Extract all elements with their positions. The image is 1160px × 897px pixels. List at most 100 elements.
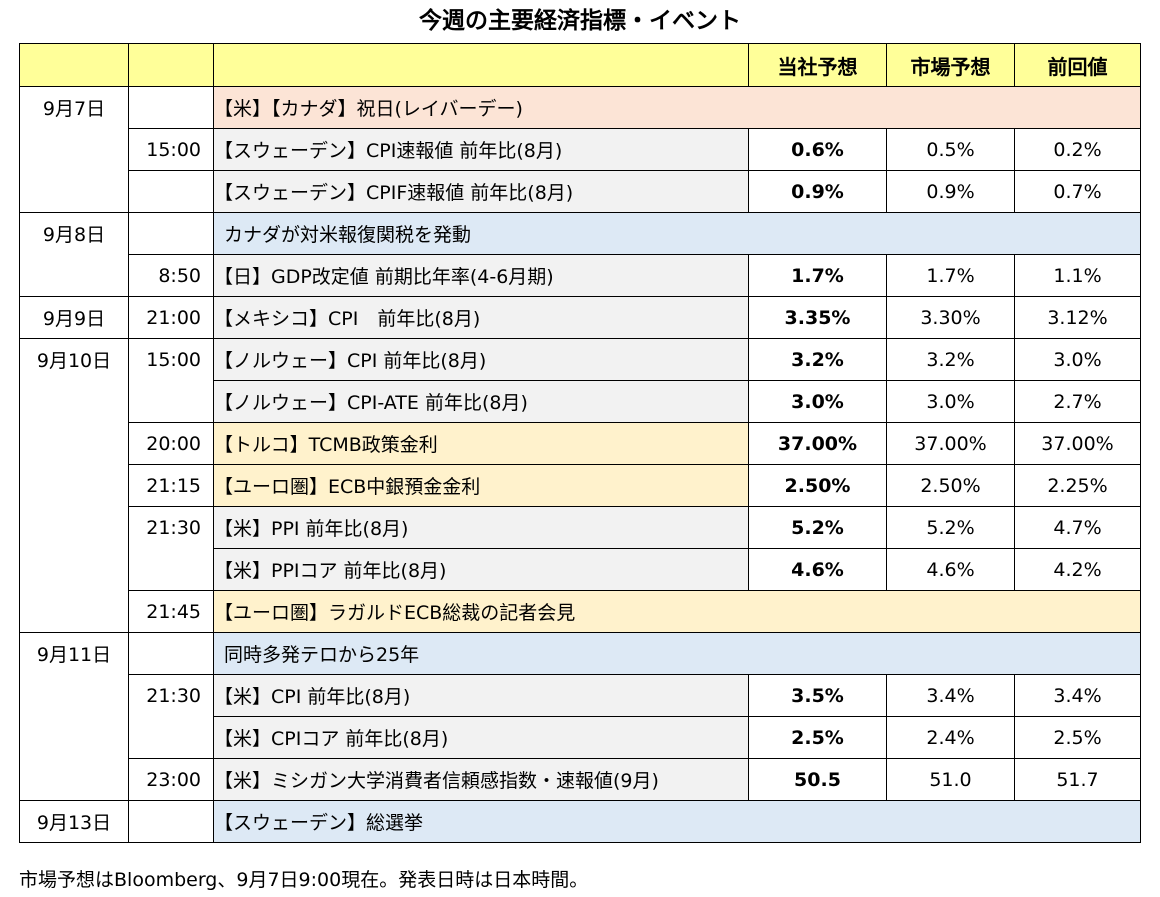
date-cell: 9月7日 bbox=[19, 86, 129, 129]
event-cell: 【日】GDP改定値 前期比年率(4-6月期) bbox=[213, 254, 749, 297]
date-cell bbox=[19, 380, 129, 423]
event-cell: 【米】CPI 前年比(8月) bbox=[213, 674, 749, 717]
previous-cell: 37.00% bbox=[1014, 422, 1141, 465]
consensus-cell: 2.4% bbox=[886, 716, 1015, 759]
previous-cell: 3.12% bbox=[1014, 296, 1141, 339]
forecast-cell: 37.00% bbox=[748, 422, 887, 465]
time-cell: 21:45 bbox=[128, 590, 214, 633]
previous-cell: 0.2% bbox=[1014, 128, 1141, 171]
table-row: 9月10日 15:00 【ノルウェー】CPI 前年比(8月) 3.2% 3.2%… bbox=[19, 338, 1141, 381]
consensus-cell: 4.6% bbox=[886, 548, 1015, 591]
date-cell bbox=[19, 170, 129, 213]
header-date-cell bbox=[19, 43, 129, 87]
consensus-cell: 3.4% bbox=[886, 674, 1015, 717]
table-row: 【スウェーデン】CPIF速報値 前年比(8月) 0.9% 0.9% 0.7% bbox=[19, 170, 1141, 213]
consensus-cell: 0.5% bbox=[886, 128, 1015, 171]
consensus-cell: 51.0 bbox=[886, 758, 1015, 801]
time-cell bbox=[128, 86, 214, 129]
event-cell: 【スウェーデン】総選挙 bbox=[213, 800, 1141, 843]
previous-cell: 4.7% bbox=[1014, 506, 1141, 549]
previous-cell: 2.7% bbox=[1014, 380, 1141, 423]
event-cell: 【トルコ】TCMB政策金利 bbox=[213, 422, 749, 465]
header-forecast: 当社予想 bbox=[748, 43, 887, 87]
time-cell bbox=[128, 800, 214, 843]
footnote: 市場予想はBloomberg、9月7日9:00現在。発表日時は日本時間。 bbox=[19, 869, 589, 891]
time-cell bbox=[128, 170, 214, 213]
event-cell: 【米】CPIコア 前年比(8月) bbox=[213, 716, 749, 759]
table-row: 20:00 【トルコ】TCMB政策金利 37.00% 37.00% 37.00% bbox=[19, 422, 1141, 465]
header-previous: 前回値 bbox=[1014, 43, 1141, 87]
date-cell: 9月10日 bbox=[19, 338, 129, 381]
date-cell bbox=[19, 254, 129, 297]
time-cell bbox=[128, 632, 214, 675]
table-row: 23:00 【米】ミシガン大学消費者信頼感指数・速報値(9月) 50.5 51.… bbox=[19, 758, 1141, 801]
previous-cell: 2.25% bbox=[1014, 464, 1141, 507]
date-cell bbox=[19, 464, 129, 507]
time-cell: 20:00 bbox=[128, 422, 214, 465]
time-cell: 21:15 bbox=[128, 464, 214, 507]
event-cell: 【ノルウェー】CPI-ATE 前年比(8月) bbox=[213, 380, 749, 423]
date-cell bbox=[19, 758, 129, 801]
table-row: 8:50 【日】GDP改定値 前期比年率(4-6月期) 1.7% 1.7% 1.… bbox=[19, 254, 1141, 297]
table-row: 9月11日 同時多発テロから25年 bbox=[19, 632, 1141, 675]
previous-cell: 3.4% bbox=[1014, 674, 1141, 717]
forecast-cell: 3.2% bbox=[748, 338, 887, 381]
time-cell: 21:30 bbox=[128, 674, 214, 717]
time-cell: 21:00 bbox=[128, 296, 214, 339]
event-cell: 【スウェーデン】CPIF速報値 前年比(8月) bbox=[213, 170, 749, 213]
consensus-cell: 1.7% bbox=[886, 254, 1015, 297]
time-cell: 15:00 bbox=[128, 338, 214, 381]
event-cell: 【米】PPI 前年比(8月) bbox=[213, 506, 749, 549]
time-cell: 21:30 bbox=[128, 506, 214, 549]
time-cell bbox=[128, 380, 214, 423]
forecast-cell: 2.50% bbox=[748, 464, 887, 507]
forecast-cell: 2.5% bbox=[748, 716, 887, 759]
time-cell bbox=[128, 548, 214, 591]
consensus-cell: 3.30% bbox=[886, 296, 1015, 339]
date-cell bbox=[19, 548, 129, 591]
date-cell bbox=[19, 716, 129, 759]
table-row: 21:30 【米】CPI 前年比(8月) 3.5% 3.4% 3.4% bbox=[19, 674, 1141, 717]
event-cell: 【ユーロ圏】ECB中銀預金金利 bbox=[213, 464, 749, 507]
consensus-cell: 5.2% bbox=[886, 506, 1015, 549]
header-consensus: 市場予想 bbox=[886, 43, 1015, 87]
previous-cell: 0.7% bbox=[1014, 170, 1141, 213]
forecast-cell: 50.5 bbox=[748, 758, 887, 801]
table-row: 21:15 【ユーロ圏】ECB中銀預金金利 2.50% 2.50% 2.25% bbox=[19, 464, 1141, 507]
event-cell: 同時多発テロから25年 bbox=[213, 632, 1141, 675]
forecast-cell: 0.9% bbox=[748, 170, 887, 213]
date-cell: 9月8日 bbox=[19, 212, 129, 255]
economic-calendar-table: 当社予想 市場予想 前回値 9月7日 【米】【カナダ】祝日(レイバーデー) 15… bbox=[19, 43, 1141, 843]
time-cell: 23:00 bbox=[128, 758, 214, 801]
time-cell bbox=[128, 716, 214, 759]
date-cell: 9月9日 bbox=[19, 296, 129, 339]
date-cell bbox=[19, 128, 129, 171]
forecast-cell: 4.6% bbox=[748, 548, 887, 591]
date-cell: 9月11日 bbox=[19, 632, 129, 675]
date-cell: 9月13日 bbox=[19, 800, 129, 843]
event-cell: 【ノルウェー】CPI 前年比(8月) bbox=[213, 338, 749, 381]
header-event-cell bbox=[213, 43, 749, 87]
time-cell: 15:00 bbox=[128, 128, 214, 171]
forecast-cell: 1.7% bbox=[748, 254, 887, 297]
event-cell: 【スウェーデン】CPI速報値 前年比(8月) bbox=[213, 128, 749, 171]
time-cell bbox=[128, 212, 214, 255]
table-row: 21:30 【米】PPI 前年比(8月) 5.2% 5.2% 4.7% bbox=[19, 506, 1141, 549]
table-row: 【米】PPIコア 前年比(8月) 4.6% 4.6% 4.2% bbox=[19, 548, 1141, 591]
table-row: 15:00 【スウェーデン】CPI速報値 前年比(8月) 0.6% 0.5% 0… bbox=[19, 128, 1141, 171]
previous-cell: 1.1% bbox=[1014, 254, 1141, 297]
consensus-cell: 37.00% bbox=[886, 422, 1015, 465]
event-cell: 【ユーロ圏】ラガルドECB総裁の記者会見 bbox=[213, 590, 1141, 633]
event-cell: 【米】PPIコア 前年比(8月) bbox=[213, 548, 749, 591]
event-cell: 【米】【カナダ】祝日(レイバーデー) bbox=[213, 86, 1141, 129]
consensus-cell: 3.0% bbox=[886, 380, 1015, 423]
previous-cell: 4.2% bbox=[1014, 548, 1141, 591]
consensus-cell: 3.2% bbox=[886, 338, 1015, 381]
header-time-cell bbox=[128, 43, 214, 87]
forecast-cell: 3.5% bbox=[748, 674, 887, 717]
event-cell: カナダが対米報復関税を発動 bbox=[213, 212, 1141, 255]
page-title: 今週の主要経済指標・イベント bbox=[419, 8, 741, 34]
date-cell bbox=[19, 590, 129, 633]
forecast-cell: 3.35% bbox=[748, 296, 887, 339]
date-cell bbox=[19, 506, 129, 549]
